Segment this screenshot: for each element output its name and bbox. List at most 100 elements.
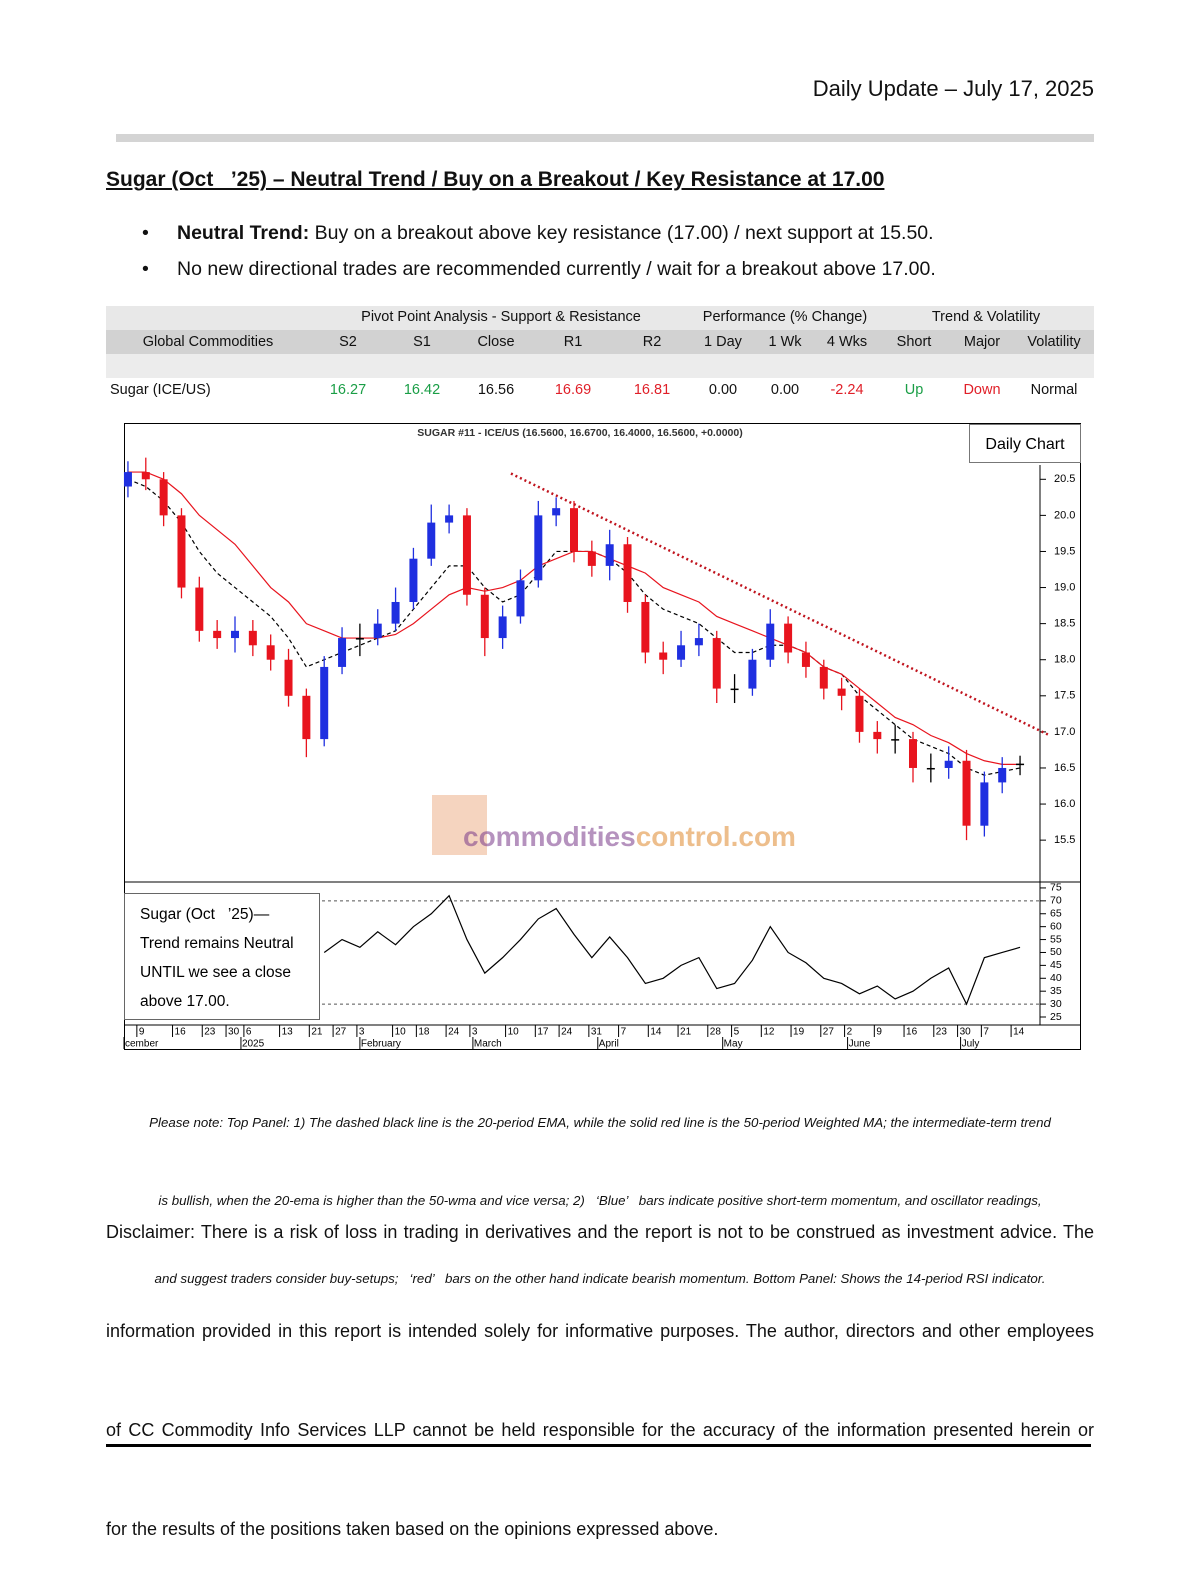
- month-label: July: [962, 1039, 980, 1050]
- y-tick-label: 19.5: [1054, 545, 1075, 557]
- rsi-note: Trend remains Neutral: [140, 935, 294, 952]
- month-label: cember: [125, 1039, 159, 1050]
- disclaimer-line: information provided in this report is i…: [106, 1321, 1094, 1341]
- plot: 15.5 16.0 16.5 17.0 17.5 18.0 18.5 19.0 19.5 20.0…: [123, 457, 1075, 1050]
- x-tick-label: 24: [448, 1027, 460, 1038]
- table-cell: 16.56: [477, 382, 515, 398]
- candle-body: [873, 731, 882, 740]
- y-tick-label: 15.5: [1054, 834, 1075, 846]
- x-tick-label: 21: [311, 1027, 323, 1038]
- table-cell: Normal: [1030, 382, 1078, 398]
- rsi-note: above 17.00.: [140, 993, 230, 1010]
- y-tick-label: 20.5: [1054, 473, 1075, 485]
- x-tick-label: 6: [246, 1027, 252, 1038]
- table-cell: 0.00: [770, 382, 800, 398]
- candle-body: [837, 688, 846, 696]
- x-tick-label: 5: [734, 1027, 740, 1038]
- column-header: 4 Wks: [826, 334, 868, 350]
- x-tick-label: 3: [472, 1027, 478, 1038]
- candle-body: [462, 515, 471, 595]
- y-tick-label: 20.0: [1054, 509, 1075, 521]
- x-tick-label: 7: [983, 1027, 989, 1038]
- candle-body: [712, 638, 721, 689]
- candle-body: [177, 515, 186, 588]
- y-tick-label: 16.5: [1054, 762, 1075, 774]
- disclaimer-line: for the results of the positions taken b…: [106, 1519, 719, 1539]
- disclaimer-line: of CC Commodity Info Services LLP cannot…: [106, 1420, 1094, 1440]
- month-label: February: [361, 1039, 401, 1050]
- x-tick-label: 19: [793, 1027, 805, 1038]
- candle-body: [677, 645, 686, 660]
- note-line: and suggest traders consider buy-setups;…: [154, 1271, 1046, 1286]
- candle-body: [891, 739, 900, 741]
- candle-body: [409, 558, 418, 602]
- column-header: 1 Wk: [768, 334, 802, 350]
- rsi-tick-label: 35: [1050, 985, 1062, 997]
- candle-body: [284, 659, 293, 696]
- month-label: June: [849, 1039, 871, 1050]
- watermark-part: commodities: [463, 821, 636, 852]
- x-tick-label: 9: [876, 1027, 882, 1038]
- column-header: Short: [896, 334, 932, 350]
- x-tick-label: 27: [335, 1027, 347, 1038]
- x-tick-label: 9: [139, 1027, 145, 1038]
- candle-body: [587, 551, 596, 566]
- x-tick-label: 2: [847, 1027, 853, 1038]
- candle-body: [141, 472, 150, 480]
- rsi-tick-label: 50: [1050, 946, 1062, 958]
- candle-body: [123, 472, 132, 487]
- x-tick-label: 13: [282, 1027, 294, 1038]
- x-tick-label: 23: [204, 1027, 216, 1038]
- candle-body: [909, 739, 917, 768]
- chart-title: SUGAR #11 - ICE/US (16.5600, 16.6700, 16…: [417, 427, 742, 439]
- rsi-tick-label: 65: [1050, 908, 1062, 920]
- table-cell: Down: [963, 382, 1001, 398]
- x-tick-label: 24: [561, 1027, 573, 1038]
- bullet-text: No new directional trades are recommende…: [177, 258, 936, 280]
- bullet-text: Buy on a breakout above key resistance (…: [314, 222, 934, 244]
- annotation-box: [969, 424, 1081, 463]
- x-tick-label: 12: [763, 1027, 775, 1038]
- candle-body: [998, 767, 1007, 783]
- x-tick-label: 10: [395, 1027, 407, 1038]
- rsi-tick-label: 60: [1050, 920, 1062, 932]
- candle-body: [516, 580, 525, 617]
- x-tick-label: 16: [906, 1027, 918, 1038]
- x-tick-label: 23: [936, 1027, 948, 1038]
- watermark-logo: [432, 795, 487, 855]
- candle-body: [338, 638, 347, 667]
- candle-body: [320, 666, 329, 740]
- x-tick-label: 14: [1013, 1027, 1025, 1038]
- group-header: Pivot Point Analysis - Support & Resista…: [361, 309, 641, 325]
- candle-body: [1016, 763, 1025, 766]
- column-header: S2: [339, 334, 357, 350]
- watermark: commoditiescontrol.com: [463, 821, 796, 852]
- candle-body: [801, 652, 810, 667]
- candle-body: [748, 659, 757, 689]
- candle-body: [480, 594, 489, 639]
- rsi-tick-label: 25: [1050, 1011, 1062, 1023]
- column-header: Global Commodities: [142, 334, 274, 350]
- candle-body: [855, 695, 864, 732]
- candle-body: [570, 508, 578, 552]
- x-tick-label: 21: [680, 1027, 692, 1038]
- candle-body: [498, 616, 507, 639]
- month-label: March: [474, 1039, 502, 1050]
- rsi-tick-label: 30: [1050, 998, 1062, 1010]
- table-header-row: [106, 330, 1094, 354]
- candle-body: [962, 760, 971, 826]
- month-label: April: [599, 1039, 619, 1050]
- candle-body: [659, 652, 668, 660]
- table-cell: 16.69: [554, 382, 592, 398]
- y-tick-label: 16.0: [1054, 798, 1075, 810]
- x-tick-label: 14: [650, 1027, 662, 1038]
- rsi-note: Sugar (Oct ’25)—: [140, 906, 270, 923]
- table-cell: 0.00: [708, 382, 738, 398]
- candle-body: [552, 508, 561, 516]
- candle-body: [213, 630, 222, 639]
- candle-body: [694, 638, 703, 646]
- table-cell: 16.81: [633, 382, 671, 398]
- y-tick-label: 18.0: [1054, 654, 1075, 666]
